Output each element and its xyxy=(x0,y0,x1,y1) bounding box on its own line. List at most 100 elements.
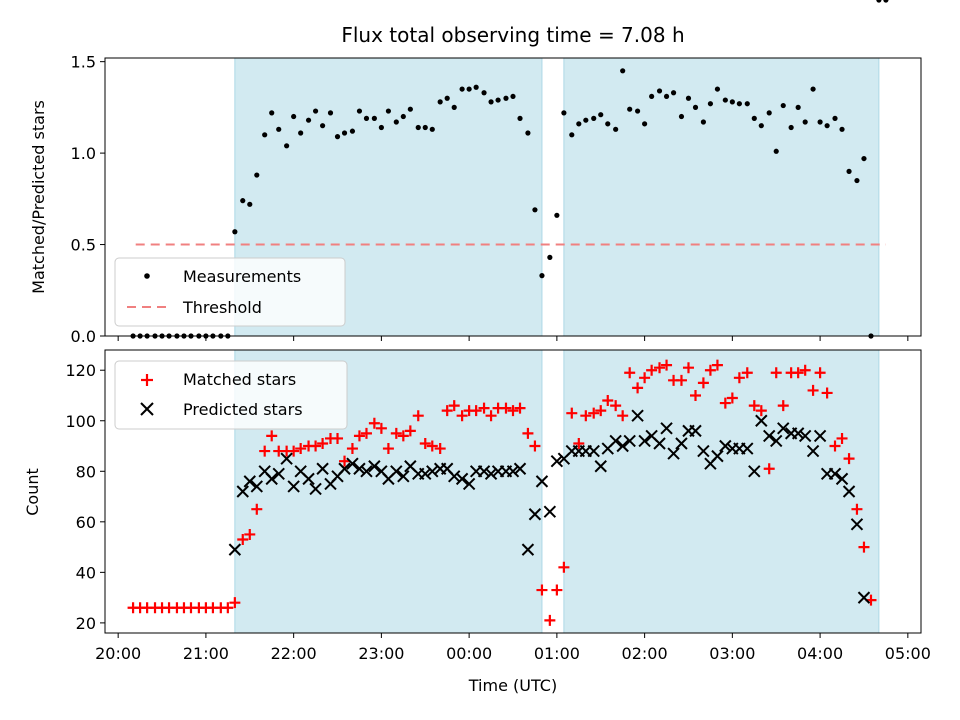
y-tick-label: 1.5 xyxy=(71,53,96,72)
measurement-point xyxy=(634,108,641,114)
y-tick-label: 0.0 xyxy=(71,327,96,346)
measurement-point xyxy=(393,119,399,125)
predicted-star-point xyxy=(228,543,242,556)
predicted-star-point xyxy=(280,452,293,465)
measurement-point xyxy=(312,108,319,114)
measurement-point xyxy=(525,130,531,136)
predicted-star-point xyxy=(842,485,856,498)
matched-star-point xyxy=(412,410,424,422)
measurement-point xyxy=(547,254,553,260)
measurement-point xyxy=(656,88,663,94)
matched-star-point xyxy=(478,402,490,414)
matched-star-point xyxy=(295,443,307,455)
measurement-point xyxy=(810,86,816,92)
measurement-point xyxy=(817,119,823,125)
matched-star-point xyxy=(441,405,453,417)
matched-star-point xyxy=(741,367,753,379)
measurement-point xyxy=(407,106,413,112)
bottom-x-ticks: 20:00 21:00 22:00 23:00 00:00 01:00 02:00 03:00… xyxy=(95,633,931,663)
measurement-point xyxy=(291,113,297,120)
matched-star-point xyxy=(697,377,709,389)
predicted-star-point xyxy=(857,591,871,604)
measurement-point xyxy=(707,101,714,107)
matched-star-point xyxy=(456,410,468,422)
x-tick-label: 20:00 xyxy=(95,644,141,663)
matched-star-point xyxy=(639,372,651,384)
predicted-star-point xyxy=(426,465,439,478)
top-legend: Measurements Threshold xyxy=(114,257,346,327)
measurement-point xyxy=(539,273,545,279)
measurement-point xyxy=(576,121,582,127)
measurement-point xyxy=(473,84,479,90)
matched-star-point xyxy=(654,362,666,374)
matched-star-point xyxy=(259,445,271,457)
measurement-point xyxy=(751,115,757,121)
measurement-point xyxy=(605,121,611,127)
matched-star-point xyxy=(617,410,629,422)
matched-star-point xyxy=(755,405,767,417)
x-tick-label: 21:00 xyxy=(183,644,229,663)
measurement-point xyxy=(876,0,882,3)
matched-star-point xyxy=(419,437,431,449)
measurement-point xyxy=(232,229,238,235)
matched-star-point xyxy=(777,400,789,412)
predicted-star-point xyxy=(741,442,754,455)
measurement-point xyxy=(780,102,786,109)
matched-star-point xyxy=(558,561,570,573)
y-tick-label: 80 xyxy=(76,462,96,481)
measurement-point xyxy=(832,115,838,121)
matched-star-point xyxy=(704,364,716,376)
predicted-star-point xyxy=(594,460,607,473)
predicted-star-point xyxy=(316,462,329,475)
predicted-star-point xyxy=(653,437,666,450)
measurement-point xyxy=(495,97,501,103)
measurement-point xyxy=(861,155,867,162)
measurement-point xyxy=(349,128,356,134)
measurement-point xyxy=(569,132,575,138)
measurement-point xyxy=(517,115,523,121)
measurement-point xyxy=(356,108,363,114)
measurement-point xyxy=(269,110,275,116)
legend-matched-label: Matched stars xyxy=(183,370,296,389)
measurement-point xyxy=(262,132,268,138)
top-x-ticks xyxy=(117,336,909,341)
measurement-point xyxy=(451,104,457,110)
matched-star-point xyxy=(836,432,848,444)
measurement-point xyxy=(488,99,494,105)
x-tick-label: 02:00 xyxy=(622,644,668,663)
measurement-point xyxy=(341,130,348,136)
measurement-point xyxy=(510,93,516,100)
matched-star-point xyxy=(726,392,738,404)
predicted-star-point xyxy=(631,409,644,422)
measurement-point xyxy=(481,90,487,96)
y-tick-label: 60 xyxy=(76,513,96,532)
measurement-point xyxy=(649,93,655,100)
matched-star-point xyxy=(719,397,731,409)
matched-star-point xyxy=(588,407,600,419)
measurement-point xyxy=(422,124,428,131)
measurement-point xyxy=(773,148,779,154)
predicted-star-point xyxy=(243,475,256,488)
predicted-star-point xyxy=(528,508,542,521)
matched-star-point xyxy=(792,367,804,379)
y-tick-label: 0.5 xyxy=(71,236,96,255)
predicted-star-point xyxy=(660,422,673,435)
matched-star-point xyxy=(434,443,446,455)
measurement-point xyxy=(663,93,670,100)
predicted-star-point xyxy=(513,462,527,475)
predicted-star-point xyxy=(477,465,491,478)
measurement-point xyxy=(583,117,589,123)
measurement-point xyxy=(613,126,619,132)
predicted-star-point xyxy=(798,429,812,443)
matched-star-point xyxy=(500,402,512,414)
predicted-star-point xyxy=(748,465,761,478)
predicted-stars-points xyxy=(228,409,871,604)
predicted-star-point xyxy=(265,472,278,486)
bottom-axes-frame xyxy=(104,349,922,634)
matched-star-point xyxy=(310,440,322,452)
measurement-point xyxy=(284,143,290,149)
matched-star-point xyxy=(485,410,497,422)
matched-star-point xyxy=(711,359,723,371)
measurement-point xyxy=(363,115,370,121)
